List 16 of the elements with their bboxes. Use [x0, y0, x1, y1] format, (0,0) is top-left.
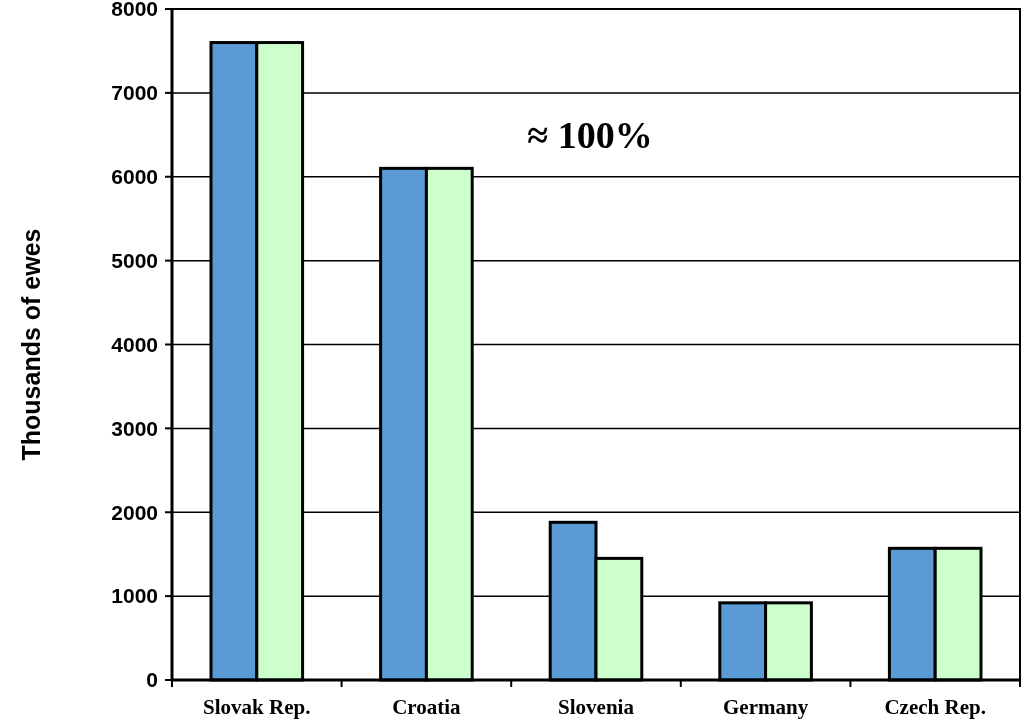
x-tick-label: Slovenia [558, 695, 635, 719]
x-tick-label: Slovak Rep. [203, 695, 311, 719]
y-tick-label: 3000 [111, 416, 158, 440]
y-tick-label: 6000 [111, 165, 158, 189]
y-tick-label: 2000 [111, 500, 158, 524]
y-tick-label: 0 [146, 668, 158, 692]
x-tick-label: Germany [723, 695, 809, 719]
y-tick-label: 5000 [111, 248, 158, 272]
x-tick-label: Croatia [392, 695, 462, 719]
x-tick-label: Czech Rep. [884, 695, 986, 719]
y-axis-title: Thousands of ewes [17, 228, 45, 461]
y-tick-label: 4000 [111, 332, 158, 356]
y-tick-label: 7000 [111, 81, 158, 105]
annotation: ≈ 100% [527, 114, 653, 156]
y-tick-label: 8000 [111, 0, 158, 21]
y-tick-label: 1000 [111, 584, 158, 608]
